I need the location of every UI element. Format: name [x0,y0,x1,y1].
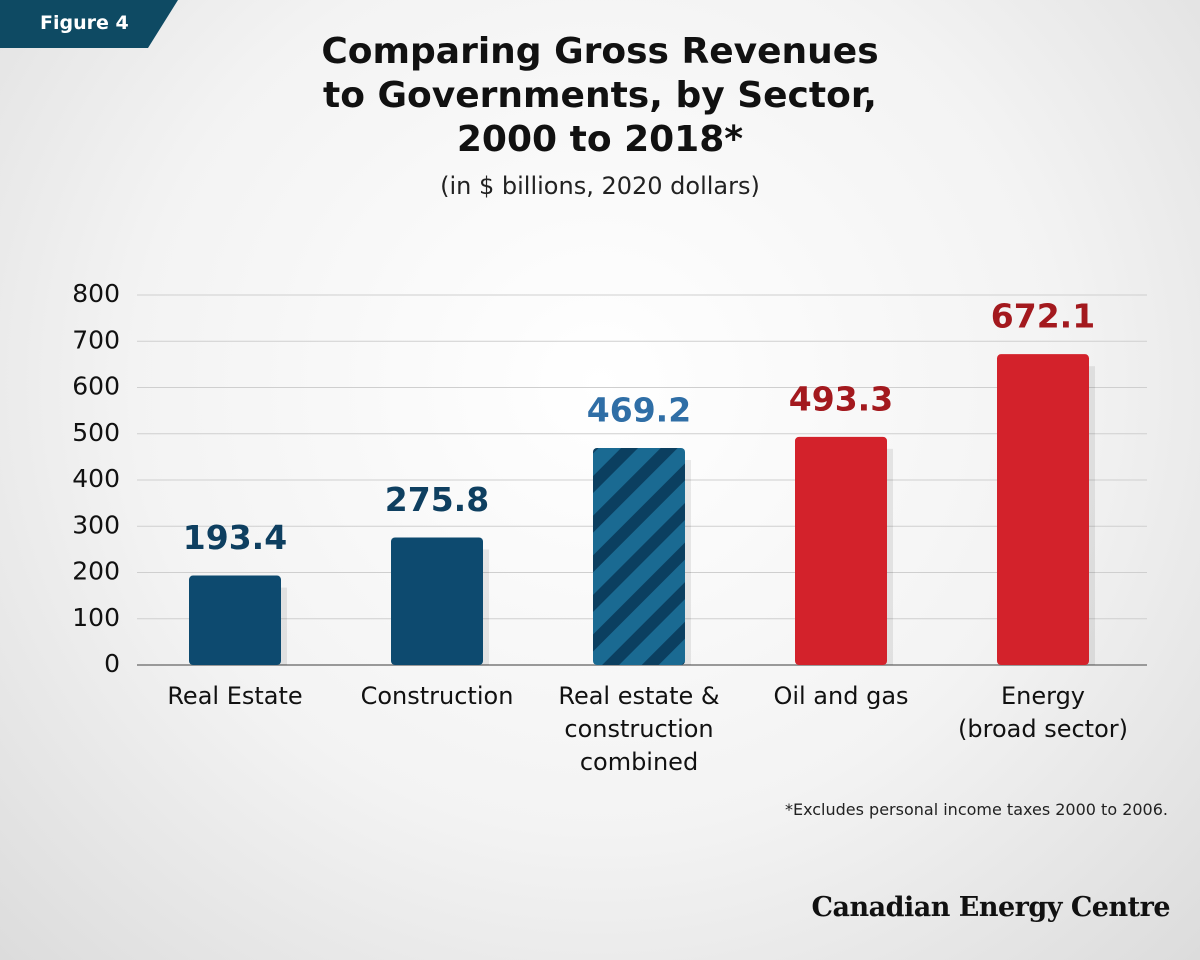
value-label: 275.8 [385,480,489,519]
footnote: *Excludes personal income taxes 2000 to … [784,800,1168,819]
y-tick-label: 400 [72,464,120,493]
y-tick-label: 800 [72,279,120,308]
y-tick-label: 300 [72,510,120,539]
value-label: 469.2 [587,390,691,429]
y-tick-label: 600 [72,372,120,401]
value-label: 672.1 [991,297,1095,336]
x-tick-label: Construction [360,682,514,710]
x-tick-label: Oil and gas [773,682,909,710]
x-tick-label: Energy (broad sector) [958,682,1128,743]
y-tick-label: 700 [72,325,120,354]
chart-subtitle: (in $ billions, 2020 dollars) [440,172,760,200]
value-label: 193.4 [183,518,287,557]
bar [189,575,281,665]
brand: Canadian Energy Centre [811,892,1170,923]
y-tick-label: 0 [104,649,120,678]
y-tick-label: 200 [72,557,120,586]
figure-tag [0,0,178,48]
chart-title: Comparing Gross Revenues to Governments,… [321,31,879,160]
y-tick-label: 100 [72,603,120,632]
bar [795,436,887,665]
x-tick-label: Real Estate [167,682,303,710]
x-tick-label: Real estate & construction combined [558,682,720,776]
bar [593,447,685,665]
y-tick-label: 500 [72,418,120,447]
bar [997,354,1089,665]
figure-label: Figure 4 [40,12,129,34]
bar [391,537,483,665]
value-label: 493.3 [789,379,893,418]
